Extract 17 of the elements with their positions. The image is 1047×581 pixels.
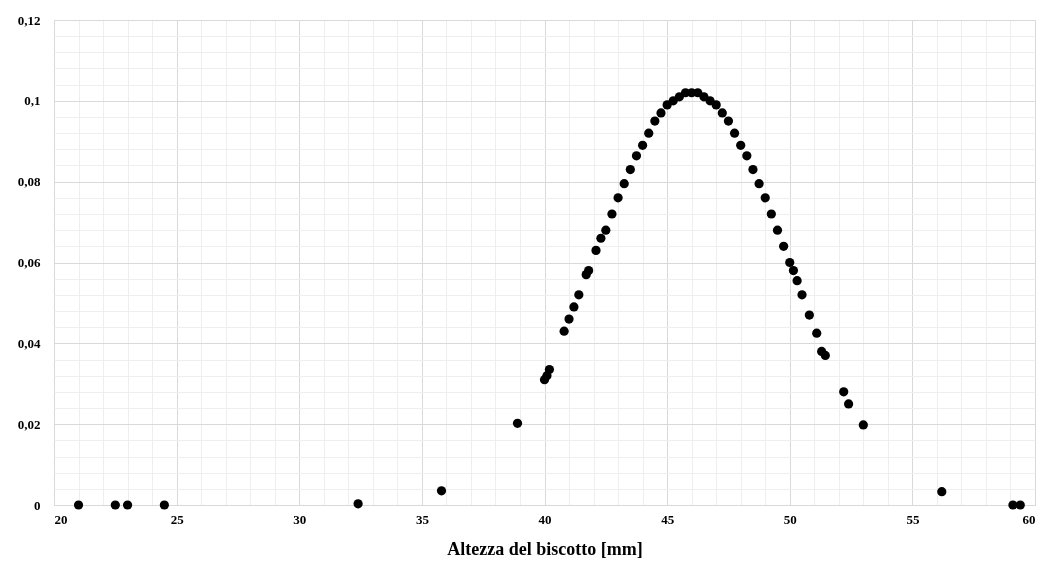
y-tick-label: 0 (34, 497, 41, 513)
x-tick-label: 40 (538, 511, 552, 527)
x-tick-label: 55 (906, 511, 920, 527)
y-tick-label: 0,02 (17, 416, 41, 432)
x-tick-label: 60 (1022, 511, 1036, 527)
y-tick-label: 0,06 (17, 255, 41, 270)
y-tick-label: 0,1 (24, 93, 41, 109)
y-tick-label: 0,12 (17, 12, 41, 28)
x-axis-title: Altezza del biscotto [mm] (447, 538, 643, 559)
y-tick-label: 0,08 (17, 174, 41, 190)
y-tick-label: 0,04 (17, 335, 41, 351)
x-tick-label: 35 (415, 511, 430, 527)
x-tick-label: 30 (293, 511, 307, 527)
x-tick-label: 25 (170, 511, 185, 527)
x-tick-label: 50 (783, 511, 797, 527)
x-tick-label: 45 (661, 511, 675, 527)
x-tick-label: 20 (54, 511, 68, 527)
